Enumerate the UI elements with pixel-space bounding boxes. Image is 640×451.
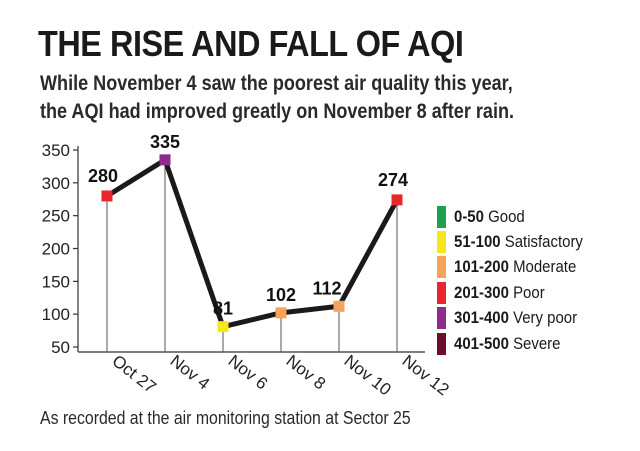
- legend-item-moderate: 101-200 Moderate: [437, 255, 600, 280]
- y-tick-label: 300: [42, 174, 70, 193]
- subtitle-line-1: While November 4 saw the poorest air qua…: [40, 72, 513, 95]
- legend-swatch-moderate: [437, 256, 446, 279]
- x-tick-label: Nov 12: [399, 351, 453, 399]
- legend-range-very-poor: 301-400: [454, 308, 509, 328]
- series-line: [104, 157, 400, 330]
- y-tick-label: 50: [51, 338, 70, 357]
- legend-range-poor: 201-300: [454, 282, 509, 302]
- data-label: 112: [312, 278, 341, 298]
- legend-range-good: 0-50: [454, 206, 484, 226]
- source-footnote: As recorded at the air monitoring statio…: [40, 408, 411, 428]
- data-point: [275, 307, 287, 319]
- chart-title: THE RISE AND FALL OF AQI: [38, 23, 464, 64]
- data-point: [101, 190, 113, 202]
- legend-item-poor: 201-300 Poor: [437, 280, 600, 305]
- legend-swatch-satisfactory: [437, 231, 446, 254]
- legend-item-very-poor: 301-400 Very poor: [437, 306, 600, 331]
- legend-swatch-poor: [437, 281, 446, 304]
- y-tick-label: 200: [42, 240, 70, 259]
- data-point: [159, 154, 171, 166]
- x-tick-label: Nov 4: [167, 351, 214, 393]
- y-tick-label: 250: [42, 207, 70, 226]
- legend-label-very-poor: Very poor: [513, 308, 578, 328]
- legend-label-poor: Poor: [513, 282, 545, 302]
- legend-item-good: 0-50 Good: [437, 204, 600, 229]
- legend-label-satisfactory: Satisfactory: [504, 232, 583, 252]
- legend-swatch-severe: [437, 332, 446, 355]
- y-tick-label: 350: [42, 141, 70, 160]
- y-tick-label: 100: [42, 305, 70, 324]
- x-tick-label: Oct 27: [109, 351, 160, 397]
- legend-swatch-good: [437, 205, 446, 228]
- aqi-legend: 0-50 Good 51-100 Satisfactory 101-200 Mo…: [437, 204, 600, 356]
- data-point: [333, 300, 345, 312]
- x-tick-label: Nov 10: [341, 351, 395, 399]
- data-label: 102: [266, 285, 296, 305]
- data-label: 280: [88, 166, 118, 186]
- x-tick-label: Nov 8: [283, 351, 330, 393]
- x-tick-label: Nov 6: [225, 351, 272, 393]
- data-label: 81: [213, 299, 233, 319]
- legend-swatch-very-poor: [437, 307, 446, 330]
- legend-item-severe: 401-500 Severe: [437, 331, 600, 356]
- legend-label-severe: Severe: [513, 333, 561, 353]
- legend-range-satisfactory: 51-100: [454, 232, 501, 252]
- legend-range-moderate: 101-200: [454, 257, 509, 277]
- legend-range-severe: 401-500: [454, 333, 509, 353]
- y-tick-label: 150: [42, 272, 70, 291]
- subtitle-line-2: the AQI had improved greatly on November…: [40, 100, 515, 123]
- chart-subtitle: While November 4 saw the poorest air qua…: [40, 70, 556, 126]
- data-label: 335: [150, 132, 180, 152]
- data-label: 274: [378, 170, 408, 190]
- legend-label-good: Good: [488, 206, 525, 226]
- data-point: [217, 321, 229, 333]
- legend-item-satisfactory: 51-100 Satisfactory: [437, 229, 600, 254]
- legend-label-moderate: Moderate: [513, 257, 577, 277]
- data-point: [391, 194, 403, 206]
